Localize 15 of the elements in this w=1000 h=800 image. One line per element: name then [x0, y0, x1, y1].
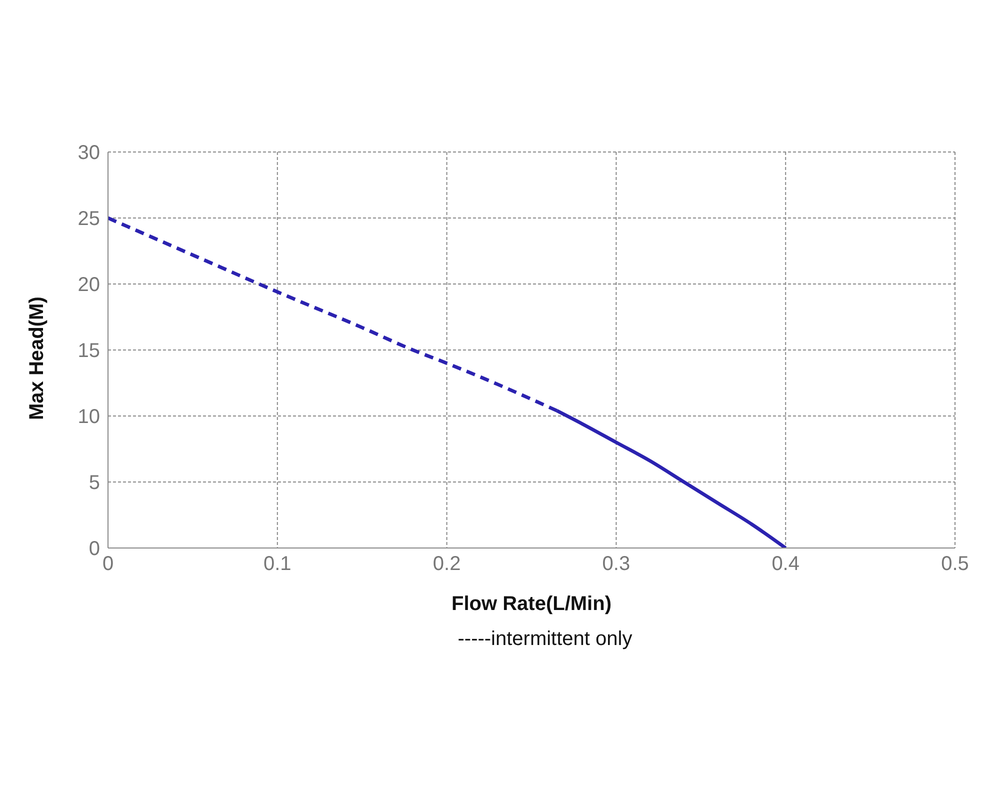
- y-tick-label: 15: [78, 340, 100, 362]
- y-tick-label: 20: [78, 274, 100, 296]
- y-axis-title: Max Head(M): [26, 296, 48, 420]
- x-tick-label: 0.3: [602, 553, 630, 576]
- y-tick-label: 0: [88, 538, 100, 560]
- x-axis-title: Flow Rate(L/Min): [452, 593, 612, 615]
- y-tick-label: 5: [88, 472, 100, 494]
- y-tick-label: 25: [78, 208, 100, 230]
- y-tick-label: 30: [78, 142, 100, 164]
- text: -----intermittent only: [456, 628, 634, 651]
- x-tick-label: 0.4: [772, 553, 800, 576]
- x-tick-label: 0.5: [941, 553, 969, 576]
- x-tick-label: 0.2: [432, 553, 461, 576]
- y-tick-label: 10: [78, 406, 100, 428]
- x-tick-label: 0.1: [263, 553, 292, 576]
